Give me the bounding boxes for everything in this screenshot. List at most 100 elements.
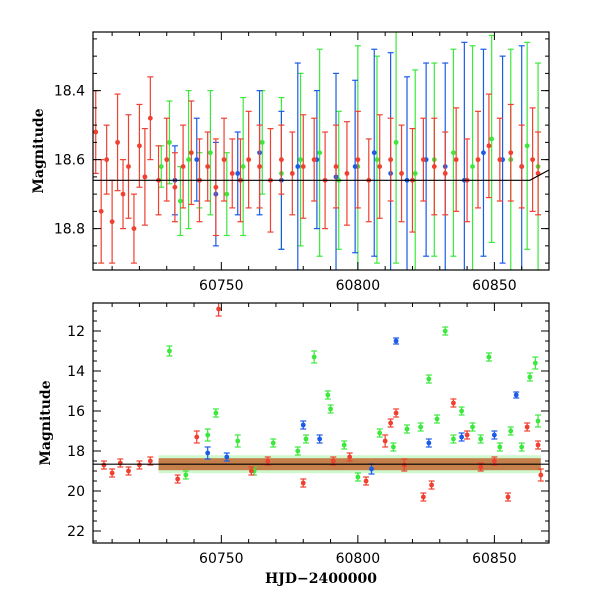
data-point: [298, 157, 303, 163]
data-point: [104, 157, 110, 163]
data-point: [434, 416, 440, 422]
data-point: [137, 462, 142, 468]
data-point: [213, 184, 219, 190]
data-point: [388, 420, 394, 426]
data-point: [317, 436, 323, 442]
data-point: [399, 171, 404, 176]
data-point: [404, 426, 410, 432]
data-point: [532, 360, 538, 366]
data-point: [246, 157, 252, 163]
data-point: [535, 418, 541, 424]
data-point: [270, 440, 276, 446]
data-point: [131, 226, 137, 232]
data-point: [137, 143, 142, 149]
data-point: [147, 458, 153, 464]
data-point: [172, 184, 178, 190]
data-point: [289, 171, 295, 176]
data-point: [167, 348, 172, 354]
reference-line: [93, 169, 549, 181]
top-x-tick-label: 60750: [199, 278, 244, 294]
data-point: [213, 410, 219, 416]
bottom-x-tick-label: 60750: [199, 551, 244, 567]
bottom-y-tick-label: 22: [67, 524, 85, 540]
data-point: [459, 408, 465, 414]
data-point: [420, 157, 426, 163]
top-y-tick-label: 18.6: [54, 153, 85, 169]
data-point: [412, 171, 418, 176]
data-point: [300, 480, 306, 486]
data-point: [177, 198, 183, 204]
data-point: [393, 410, 399, 416]
data-point: [216, 306, 222, 312]
bottom-axes: 60750 60800 60850 12 14 16 18 20 22: [67, 303, 550, 567]
bottom-x-tick-label: 60800: [336, 551, 381, 567]
data-point: [101, 462, 107, 468]
data-point: [167, 139, 172, 145]
data-point: [513, 392, 519, 398]
data-point: [164, 157, 170, 163]
data-point: [279, 157, 284, 163]
data-point: [188, 150, 194, 156]
data-point: [194, 434, 200, 440]
data-point: [382, 438, 388, 444]
top-plot-area: [93, 32, 549, 270]
data-point: [224, 454, 230, 460]
data-point: [489, 136, 495, 142]
top-x-tick-label: 60850: [472, 278, 517, 294]
data-point: [175, 476, 181, 482]
data-point: [98, 208, 104, 214]
data-point: [377, 164, 383, 169]
bottom-y-tick-label: 16: [67, 404, 85, 420]
data-point: [369, 466, 374, 472]
bottom-y-tick-label: 20: [67, 484, 85, 500]
data-point: [303, 436, 309, 442]
data-point: [453, 157, 459, 163]
data-point: [431, 164, 437, 169]
data-point: [486, 143, 492, 149]
top-y-axis-label: Magnitude: [31, 108, 47, 193]
top-series-1: [171, 41, 525, 270]
data-point: [363, 478, 369, 484]
data-point: [355, 474, 361, 480]
data-point: [344, 171, 350, 176]
top-x-tick-label: 60800: [336, 278, 381, 294]
data-point: [475, 157, 481, 163]
data-point: [109, 219, 115, 225]
data-point: [352, 164, 358, 169]
data-point: [224, 191, 230, 197]
data-point: [183, 472, 189, 478]
data-point: [481, 150, 486, 156]
data-point: [208, 150, 213, 156]
data-point: [459, 434, 465, 440]
data-point: [257, 164, 262, 169]
data-point: [478, 464, 484, 470]
data-point: [527, 374, 533, 380]
data-point: [235, 438, 241, 444]
data-point: [205, 432, 211, 438]
data-point: [491, 432, 497, 438]
data-point: [300, 422, 306, 428]
data-point: [470, 424, 475, 430]
bottom-y-tick-label: 18: [67, 444, 85, 460]
bottom-series-1: [204, 337, 520, 475]
data-point: [442, 328, 448, 334]
data-point: [126, 164, 131, 169]
data-point: [371, 150, 377, 156]
data-point: [325, 392, 331, 398]
data-point: [347, 454, 353, 460]
data-point: [508, 150, 514, 156]
data-point: [478, 436, 484, 442]
data-point: [388, 157, 394, 163]
data-point: [205, 164, 211, 169]
data-point: [519, 444, 525, 450]
data-point: [355, 157, 361, 163]
data-point: [240, 164, 246, 169]
bottom-series-2: [100, 303, 544, 502]
data-point: [295, 164, 301, 169]
top-y-tick-label: 18.8: [54, 222, 85, 238]
data-point: [311, 157, 317, 163]
data-point: [470, 164, 475, 169]
data-point: [259, 139, 265, 145]
data-point: [524, 143, 530, 149]
